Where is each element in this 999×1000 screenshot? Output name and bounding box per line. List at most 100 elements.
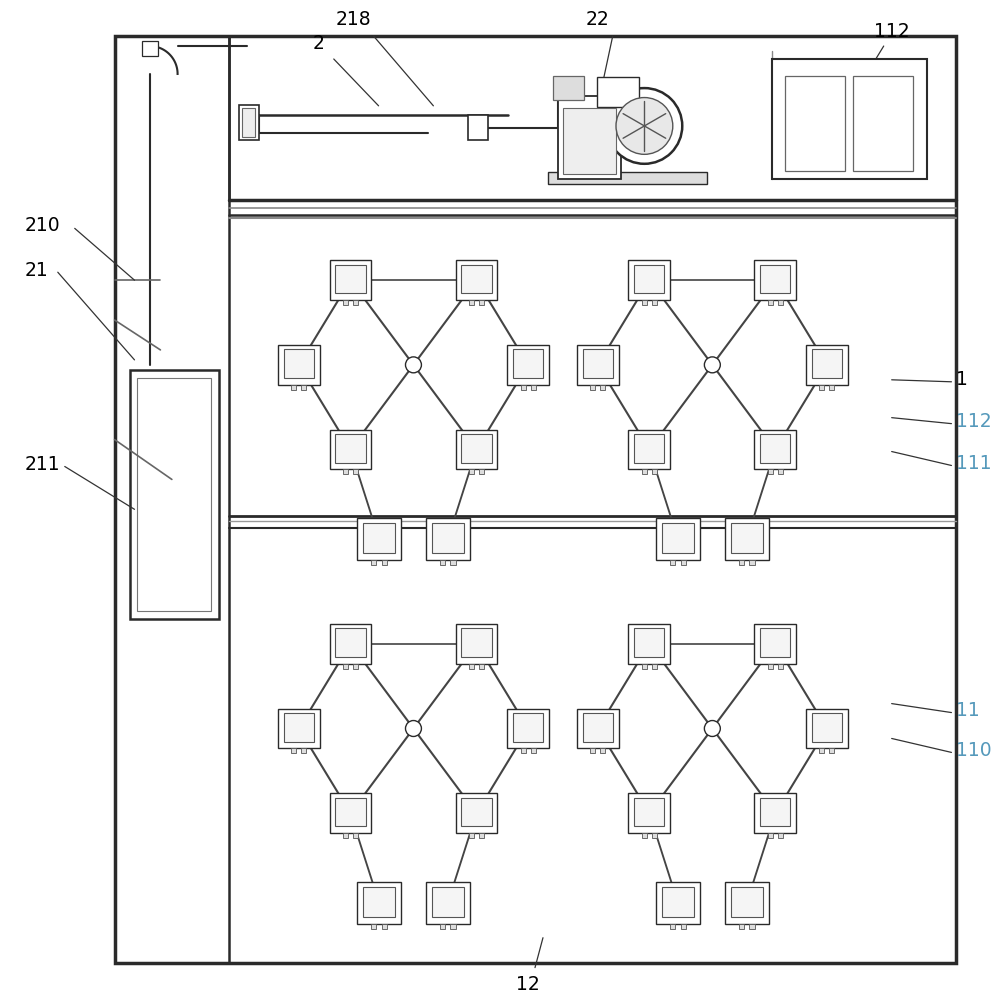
- Circle shape: [616, 98, 672, 154]
- Bar: [440, 560, 446, 565]
- Bar: [680, 560, 686, 565]
- Circle shape: [343, 805, 359, 821]
- Bar: [456, 430, 498, 469]
- Bar: [731, 523, 762, 553]
- Circle shape: [672, 533, 684, 545]
- Bar: [520, 385, 525, 390]
- Circle shape: [672, 897, 684, 909]
- Bar: [426, 518, 470, 560]
- Bar: [760, 265, 790, 293]
- Bar: [142, 41, 158, 56]
- Bar: [760, 628, 790, 657]
- Bar: [768, 469, 773, 474]
- Bar: [343, 664, 348, 669]
- Bar: [634, 628, 664, 657]
- Bar: [479, 300, 484, 305]
- Bar: [853, 76, 913, 171]
- Bar: [582, 713, 612, 742]
- Bar: [576, 345, 618, 385]
- Bar: [778, 833, 783, 838]
- Bar: [778, 300, 783, 305]
- Bar: [284, 349, 314, 378]
- Circle shape: [606, 88, 682, 164]
- Bar: [548, 172, 707, 184]
- Bar: [330, 624, 372, 664]
- Bar: [576, 709, 618, 748]
- Text: 111: 111: [956, 454, 992, 473]
- Circle shape: [343, 442, 359, 458]
- Circle shape: [767, 636, 783, 652]
- Bar: [469, 833, 474, 838]
- Bar: [336, 798, 366, 826]
- Bar: [812, 349, 842, 378]
- Bar: [353, 833, 358, 838]
- Bar: [302, 748, 307, 753]
- Bar: [754, 260, 796, 300]
- Bar: [456, 260, 498, 300]
- Circle shape: [740, 897, 752, 909]
- Text: 112: 112: [956, 412, 992, 431]
- Circle shape: [520, 721, 536, 736]
- Bar: [456, 624, 498, 664]
- Bar: [634, 265, 664, 293]
- Bar: [353, 469, 358, 474]
- Bar: [754, 430, 796, 469]
- Bar: [641, 664, 646, 669]
- Bar: [680, 924, 686, 929]
- Text: 11: 11: [956, 701, 980, 720]
- Bar: [819, 748, 824, 753]
- Circle shape: [641, 442, 657, 458]
- Bar: [662, 887, 693, 917]
- Bar: [562, 108, 616, 174]
- Circle shape: [704, 721, 720, 736]
- Bar: [662, 523, 693, 553]
- Bar: [760, 434, 790, 463]
- Bar: [772, 59, 926, 179]
- Text: 112: 112: [874, 22, 909, 41]
- Bar: [557, 96, 620, 179]
- Bar: [597, 77, 638, 107]
- Bar: [634, 798, 664, 826]
- Bar: [462, 434, 492, 463]
- Bar: [330, 430, 372, 469]
- Circle shape: [469, 272, 485, 288]
- Bar: [353, 300, 358, 305]
- Bar: [456, 793, 498, 833]
- Bar: [651, 300, 657, 305]
- Bar: [806, 345, 848, 385]
- Bar: [670, 560, 675, 565]
- Bar: [634, 434, 664, 463]
- Circle shape: [704, 357, 720, 373]
- Circle shape: [641, 272, 657, 288]
- Text: 21: 21: [25, 261, 49, 280]
- Circle shape: [589, 721, 605, 736]
- Text: 12: 12: [516, 975, 539, 994]
- Bar: [812, 713, 842, 742]
- Circle shape: [343, 636, 359, 652]
- Bar: [778, 469, 783, 474]
- Bar: [469, 300, 474, 305]
- Circle shape: [819, 357, 835, 373]
- Bar: [372, 560, 377, 565]
- Bar: [819, 385, 824, 390]
- Bar: [641, 469, 646, 474]
- Circle shape: [469, 636, 485, 652]
- Bar: [641, 300, 646, 305]
- Circle shape: [373, 533, 385, 545]
- Circle shape: [819, 721, 835, 736]
- Bar: [656, 518, 700, 560]
- Bar: [353, 664, 358, 669]
- Bar: [364, 523, 395, 553]
- Circle shape: [520, 357, 536, 373]
- Bar: [754, 624, 796, 664]
- Bar: [760, 798, 790, 826]
- Bar: [754, 793, 796, 833]
- Circle shape: [469, 442, 485, 458]
- Bar: [440, 924, 446, 929]
- Bar: [451, 560, 456, 565]
- Bar: [628, 260, 670, 300]
- Circle shape: [740, 533, 752, 545]
- Bar: [512, 349, 543, 378]
- Text: 1: 1: [956, 370, 968, 389]
- Circle shape: [373, 897, 385, 909]
